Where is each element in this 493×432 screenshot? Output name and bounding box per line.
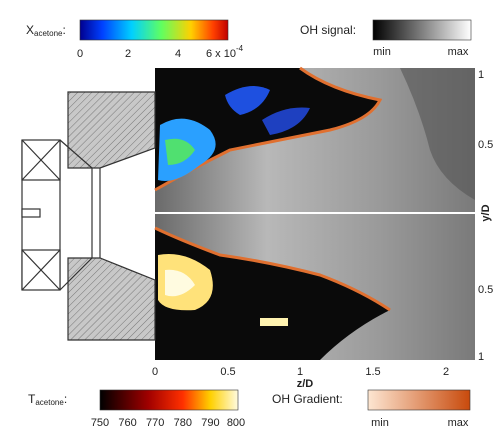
colorbar-label: Tacetone: bbox=[28, 392, 67, 407]
y-tick-label: 1 bbox=[478, 351, 484, 363]
page: {"top_left_colorbar": {"label": "X", "la… bbox=[0, 0, 493, 432]
burner-drawing bbox=[22, 92, 155, 340]
tick-label: 750 bbox=[91, 417, 109, 429]
x-tick-label: 2 bbox=[443, 366, 449, 378]
tick-label: 790 bbox=[201, 417, 219, 429]
tick-label: 770 bbox=[146, 417, 164, 429]
y-tick-label: 0.5 bbox=[478, 139, 493, 151]
tick-label: 0 bbox=[77, 48, 83, 60]
colorbar bbox=[373, 20, 471, 40]
figure: Xacetone: 0 2 4 6 x 10-4 OH signal: min … bbox=[0, 0, 493, 432]
colorbar-max: max bbox=[448, 46, 469, 58]
y-tick-label: 0.5 bbox=[478, 284, 493, 296]
colorbar bbox=[368, 390, 470, 410]
tick-label: 4 bbox=[175, 48, 181, 60]
colorbar-label: Xacetone: bbox=[26, 23, 66, 38]
x-tick-label: 0 bbox=[152, 366, 158, 378]
image-field bbox=[155, 68, 475, 360]
colorbar-min: min bbox=[373, 46, 391, 58]
colorbar-max: max bbox=[448, 417, 469, 429]
tick-label: 800 bbox=[227, 417, 245, 429]
y-tick-label: 1 bbox=[478, 69, 484, 81]
colorbar-label: OH Gradient: bbox=[272, 392, 343, 406]
x-tick-label: 1.5 bbox=[365, 366, 380, 378]
tick-label: 6 x 10-4 bbox=[206, 44, 244, 60]
x-axis-label: z/D bbox=[297, 378, 314, 390]
colorbar-label: OH signal: bbox=[300, 23, 356, 37]
colorbar-min: min bbox=[371, 417, 389, 429]
colorbar bbox=[100, 390, 238, 410]
y-axis-label: y/D bbox=[480, 204, 492, 221]
tick-label: 2 bbox=[125, 48, 131, 60]
tick-label: 780 bbox=[174, 417, 192, 429]
tick-label: 760 bbox=[118, 417, 136, 429]
colorbar bbox=[80, 20, 228, 40]
x-tick-label: 1 bbox=[297, 366, 303, 378]
x-tick-label: 0.5 bbox=[220, 366, 235, 378]
